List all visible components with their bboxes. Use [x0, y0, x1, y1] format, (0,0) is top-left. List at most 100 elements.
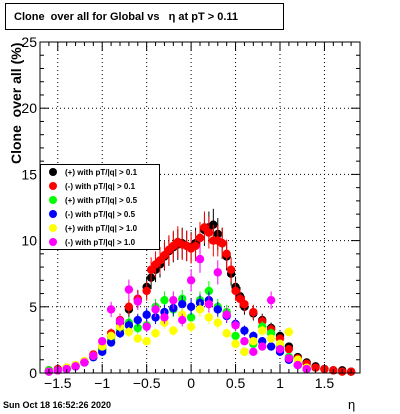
data-point [266, 342, 276, 351]
data-point [124, 302, 134, 311]
legend-marker [49, 238, 57, 246]
data-point [124, 327, 134, 337]
data-point [115, 329, 125, 338]
y-tick-label: 10 [21, 233, 37, 249]
legend-label: (-) with pT/|q| > 0.1 [65, 181, 136, 191]
data-point [222, 329, 231, 338]
data-point [204, 299, 214, 309]
data-point [231, 331, 240, 341]
x-tick-label: 0 [187, 375, 195, 391]
data-point [89, 351, 98, 360]
legend-label: (+) with pT/|q| > 0.1 [65, 167, 138, 177]
data-point [231, 321, 240, 330]
legend-marker [49, 224, 57, 232]
x-tick-label: −1.5 [44, 375, 72, 391]
data-point [142, 310, 151, 319]
data-point [71, 362, 80, 371]
data-point [151, 313, 160, 322]
legend: (+) with pT/|q| > 0.1 (-) with pT/|q| > … [40, 164, 160, 250]
legend-label: (-) with pT/|q| > 0.5 [65, 209, 136, 219]
data-point [226, 265, 236, 274]
y-tick-label: 20 [21, 100, 37, 116]
data-point [151, 305, 160, 314]
data-point [106, 338, 116, 347]
data-point [115, 317, 125, 326]
y-tick-label: 5 [29, 299, 37, 315]
data-point [266, 295, 276, 305]
data-point [222, 310, 231, 319]
x-tick-label: 1.5 [315, 375, 335, 391]
legend-label: (-) with pT/|q| > 1.0 [65, 237, 136, 247]
data-point [249, 347, 258, 357]
x-tick-label: −0.5 [133, 375, 161, 391]
y-axis-title: Clone over all (%) [8, 42, 24, 164]
legend-entry: (+) with pT/|q| > 0.1 [41, 165, 159, 179]
legend-marker [49, 196, 57, 204]
timestamp: Sun Oct 18 16:52:26 2020 [3, 400, 112, 410]
data-point [106, 331, 116, 341]
legend-label: (+) with pT/|q| > 0.5 [65, 195, 138, 205]
data-point [186, 322, 196, 331]
legend-marker [49, 210, 57, 218]
data-point [213, 318, 222, 327]
data-point [284, 354, 294, 363]
data-point [80, 358, 89, 367]
x-axis-title: η [348, 397, 356, 412]
data-point [98, 337, 107, 346]
data-point [186, 276, 196, 285]
legend-marker [49, 182, 57, 190]
data-point [240, 326, 249, 335]
data-point [213, 268, 222, 277]
data-point [284, 327, 294, 337]
data-point [142, 286, 151, 296]
data-point [311, 363, 320, 372]
data-point [142, 337, 151, 346]
data-point [204, 286, 214, 296]
data-point [191, 241, 200, 251]
data-point [293, 360, 302, 370]
data-point [249, 307, 258, 317]
data-point [249, 337, 258, 346]
legend-label: (+) with pT/|q| > 1.0 [65, 223, 138, 233]
data-point [178, 299, 187, 309]
data-point [240, 299, 249, 309]
data-point [151, 329, 160, 338]
data-point [275, 344, 285, 354]
data-point [124, 285, 134, 294]
data-point [169, 326, 178, 335]
data-point [142, 322, 151, 331]
legend-entry: (+) with pT/|q| > 1.0 [41, 221, 159, 235]
data-point [195, 233, 205, 243]
data-point [258, 326, 267, 335]
x-tick-label: −1 [94, 375, 110, 391]
data-point [204, 313, 214, 322]
data-point [169, 295, 178, 305]
data-point [240, 337, 249, 346]
data-point [160, 313, 169, 322]
x-tick-label: 1 [276, 375, 284, 391]
data-point [284, 344, 294, 354]
y-tick-label: 15 [21, 166, 37, 182]
data-point [178, 315, 187, 325]
legend-entry: (-) with pT/|q| > 1.0 [41, 235, 159, 249]
data-point [195, 254, 205, 264]
data-point [231, 339, 240, 349]
data-point [186, 313, 196, 322]
data-point [213, 305, 222, 314]
data-point [231, 286, 240, 296]
data-point [266, 334, 276, 343]
data-point [222, 249, 231, 259]
data-point [258, 342, 267, 351]
data-point [160, 295, 169, 305]
data-point [106, 305, 116, 314]
legend-entry: (-) with pT/|q| > 0.1 [41, 179, 159, 193]
data-point [133, 315, 142, 325]
data-point [133, 323, 142, 333]
data-point [186, 302, 196, 311]
chart-title: Clone over all for Global vs η at pT > 0… [5, 3, 284, 30]
x-tick-label: 0.5 [226, 375, 246, 391]
y-tick-label: 0 [29, 365, 37, 381]
axes-ticks: 0 5 10 15 20 25 −1.5 −1 −0.5 0 0.5 1 1.5 [21, 34, 361, 391]
y-tick-label: 25 [21, 34, 37, 50]
data-point [133, 297, 142, 306]
